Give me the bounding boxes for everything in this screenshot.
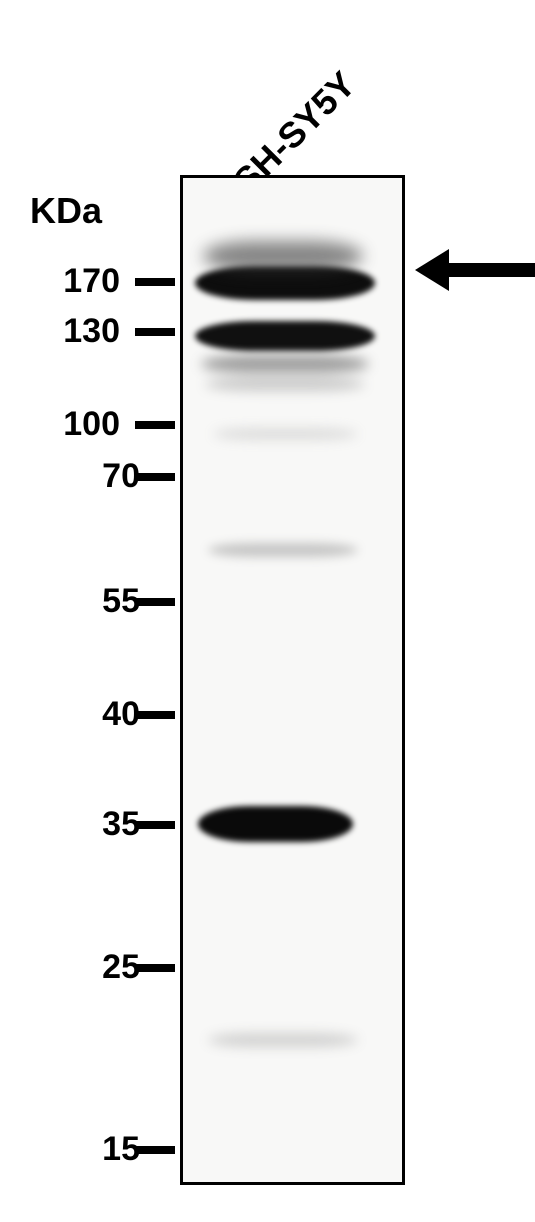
marker-label: 55 — [70, 582, 140, 621]
blot-band — [208, 1033, 358, 1047]
marker-label: 15 — [70, 1130, 140, 1169]
marker-label-text: 170 — [63, 262, 120, 300]
blot-lane-frame — [180, 175, 405, 1185]
arrow-icon — [415, 249, 535, 291]
marker-label: 130 — [50, 312, 120, 351]
kda-unit-text: KDa — [30, 190, 102, 231]
marker-tick — [135, 421, 175, 429]
marker-tick — [135, 473, 175, 481]
blot-band — [195, 321, 375, 351]
marker-tick — [135, 278, 175, 286]
marker-label: 170 — [50, 262, 120, 301]
marker-label-text: 130 — [63, 312, 120, 350]
blot-band — [203, 241, 363, 271]
marker-tick — [135, 1146, 175, 1154]
blot-band — [208, 543, 358, 557]
marker-label: 100 — [50, 405, 120, 444]
marker-label-text: 100 — [63, 405, 120, 443]
marker-tick — [135, 598, 175, 606]
marker-tick — [135, 821, 175, 829]
blot-band — [195, 266, 375, 300]
marker-tick — [135, 328, 175, 336]
blot-figure: SH-SY5Y KDa 170130100705540352515 — [0, 0, 535, 1222]
marker-tick — [135, 711, 175, 719]
kda-unit-label: KDa — [30, 190, 102, 232]
blot-band — [198, 806, 353, 842]
blot-band — [201, 355, 369, 373]
target-band-arrow — [415, 249, 535, 291]
blot-band — [205, 377, 365, 391]
marker-label: 25 — [70, 948, 140, 987]
marker-label: 35 — [70, 805, 140, 844]
marker-label: 40 — [70, 695, 140, 734]
marker-tick — [135, 964, 175, 972]
marker-label: 70 — [70, 457, 140, 496]
blot-band — [213, 428, 358, 440]
